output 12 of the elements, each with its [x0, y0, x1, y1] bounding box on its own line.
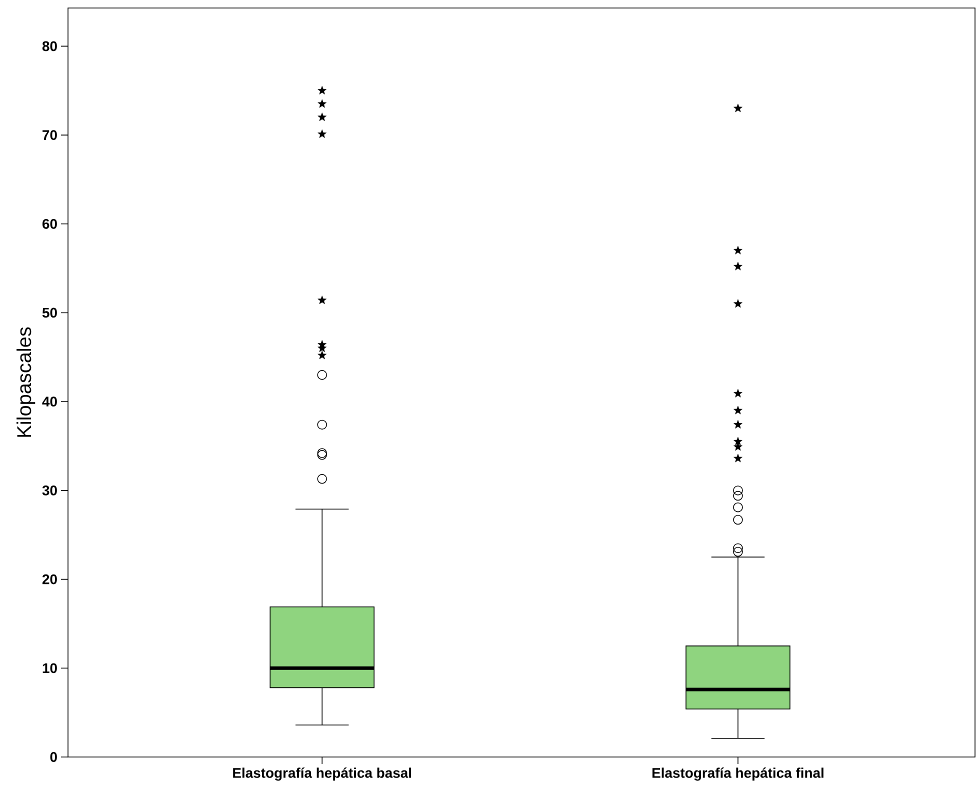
y-tick-label: 10 — [42, 663, 57, 674]
y-tick-label: 60 — [42, 218, 57, 229]
y-tick-label: 20 — [42, 574, 57, 584]
y-tick-label: 80 — [42, 41, 57, 52]
x-tick-label: Elastografía hepática final — [652, 768, 824, 781]
x-tick-label: Elastografía hepática basal — [233, 768, 412, 781]
y-tick-label: 0 — [50, 752, 57, 762]
y-tick-label: 40 — [42, 396, 57, 407]
y-axis-title: Kilopascales — [16, 327, 36, 437]
y-tick-label: 30 — [42, 485, 57, 496]
y-tick-label: 50 — [42, 308, 57, 318]
y-tick-label: 70 — [42, 130, 57, 140]
